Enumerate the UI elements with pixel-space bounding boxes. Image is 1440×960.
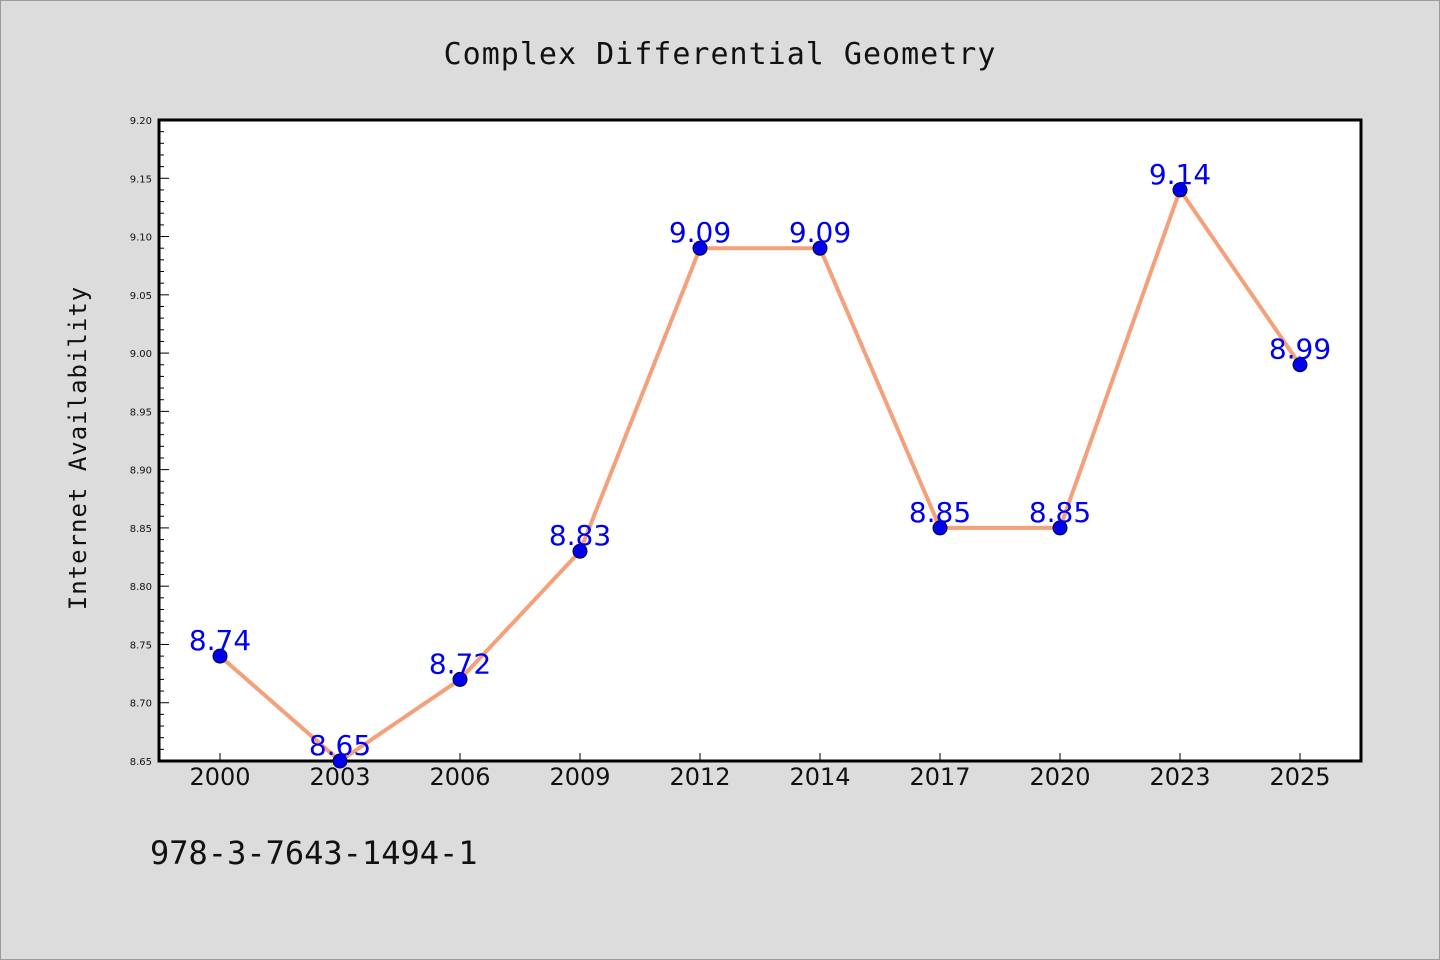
x-axis-ticks: 2000 2003 2006 2009 2012 2014 2017 2020 2023 2025 [189, 753, 1331, 791]
data-label: 9.14 [1149, 158, 1211, 191]
y-tick-label: 9.10 [130, 233, 152, 244]
x-tick-label: 2017 [909, 763, 970, 791]
y-axis-label: Internet Availability [64, 286, 92, 610]
series-layer: 8.74 8.65 8.72 8.83 9.09 9.09 8.85 8.85 9.14 8.99 [189, 158, 1331, 769]
x-tick-label: 2020 [1029, 763, 1090, 791]
y-tick-label: 8.70 [130, 699, 152, 710]
plot-area [157, 118, 1363, 763]
data-point-marker [1052, 520, 1068, 536]
x-tick-label: 2006 [429, 763, 490, 791]
data-point-marker [1172, 182, 1188, 198]
data-label: 9.09 [789, 216, 851, 249]
data-point-marker [1292, 357, 1308, 373]
data-point-marker [572, 543, 588, 559]
x-tick-label: 2012 [669, 763, 730, 791]
y-tick-label: 9.15 [130, 174, 152, 185]
data-point-marker [692, 240, 708, 256]
x-tick-label: 2000 [189, 763, 250, 791]
series-line [218, 187, 1302, 763]
x-tick-label: 2014 [789, 763, 850, 791]
y-tick-label: 8.90 [130, 466, 152, 477]
data-point-marker [332, 753, 348, 769]
data-label: 8.72 [429, 647, 491, 680]
data-label: 8.99 [1269, 333, 1331, 366]
isbn-text: 978-3-7643-1494-1 [150, 834, 478, 872]
data-label: 8.83 [549, 519, 611, 552]
data-point-marker [452, 671, 468, 687]
chart-title: Complex Differential Geometry [444, 37, 997, 72]
y-tick-label: 9.00 [130, 349, 152, 360]
data-point-marker [812, 240, 828, 256]
y-tick-label: 8.65 [130, 757, 152, 768]
data-label: 8.74 [189, 624, 251, 657]
y-tick-label: 8.85 [130, 524, 152, 535]
y-tick-label: 8.95 [130, 407, 152, 418]
data-label: 8.85 [1029, 496, 1091, 529]
y-tick-label: 9.05 [130, 291, 152, 302]
y-tick-label: 9.20 [130, 116, 152, 127]
data-point-marker [212, 648, 228, 664]
data-label: 8.85 [909, 496, 971, 529]
y-axis-ticks: 8.65 8.70 8.75 8.80 8.85 8.90 8.95 9.00 9.05 9.10… [130, 116, 169, 768]
x-tick-label: 2009 [549, 763, 610, 791]
data-label: 9.09 [669, 216, 731, 249]
x-tick-label: 2023 [1149, 763, 1210, 791]
data-point-marker [932, 520, 948, 536]
data-label: 8.65 [309, 729, 371, 762]
y-tick-label: 8.80 [130, 582, 152, 593]
y-tick-label: 8.75 [130, 640, 152, 651]
x-tick-label: 2025 [1269, 763, 1330, 791]
